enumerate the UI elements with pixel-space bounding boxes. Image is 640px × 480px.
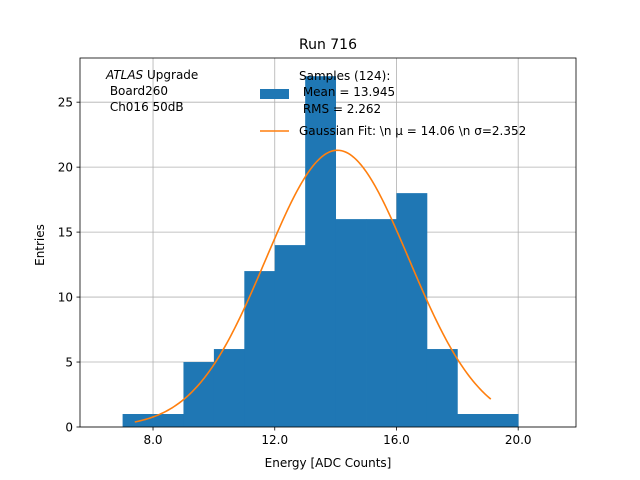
y-tick-label: 25 [58,96,73,110]
plot-frame [79,57,577,428]
annotation-channel: Ch016 50dB [106,100,184,114]
histogram-bar [244,271,276,427]
annotation-board: Board260 [106,84,168,98]
annotation-atlas: ATLAS [105,68,144,82]
x-tick-label: 16.0 [383,433,410,447]
legend-histogram-line-1: Samples (124): [299,69,390,83]
chart-title: Run 716 [299,37,357,53]
y-tick-label: 15 [58,226,73,240]
x-tick-label: 12.0 [261,433,288,447]
annotation-title: ATLAS Upgrade [105,68,198,82]
histogram-bar [426,349,458,427]
histogram-bar [213,349,245,427]
legend-histogram-line-2: Mean = 13.945 [299,85,395,99]
histogram-bar [305,76,337,428]
x-axis-ticks: 8.0 12.0 16.0 20.0 [143,427,532,447]
y-tick-label: 20 [58,161,73,175]
histogram-bar [153,414,184,427]
x-axis-label: Energy [ADC Counts] [265,456,392,470]
histogram-bar [335,219,367,427]
fit-curve [134,149,492,423]
legend: Samples (124): Mean = 13.945 RMS = 2.262… [260,69,526,138]
legend-histogram-line-3: RMS = 2.262 [299,102,381,116]
histogram-bar [396,193,428,427]
legend-histogram-swatch [260,89,289,99]
x-tick-label: 8.0 [143,433,162,447]
histogram-bar [274,245,306,427]
atlas-annotation: ATLAS Upgrade Board260 Ch016 50dB [105,68,198,114]
y-tick-label: 10 [58,291,73,305]
histogram-bar [487,414,519,427]
histogram-bars [122,76,519,428]
histogram-bar [457,414,489,427]
y-tick-label: 5 [65,356,73,370]
y-axis-label: Entries [33,224,47,266]
y-tick-label: 0 [65,421,73,435]
legend-fit-label: Gaussian Fit: \n μ = 14.06 \n σ=2.352 [299,124,526,138]
histogram-bar [366,219,397,427]
gaussian-fit [134,149,492,423]
annotation-upgrade: Upgrade [143,68,198,82]
y-axis-ticks: 0 5 10 15 20 25 [58,96,80,435]
x-tick-label: 20.0 [505,433,532,447]
